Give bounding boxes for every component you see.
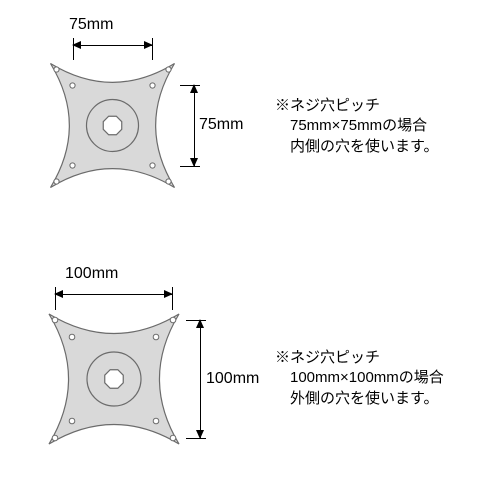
dim-v-tick2-top — [180, 166, 200, 167]
dim-h-tick2-bottom — [172, 287, 173, 310]
dim-v-tick1-top — [180, 85, 200, 86]
dim-h-tick2-top — [152, 38, 153, 60]
dim-v-tick1-bottom — [186, 320, 206, 321]
note-top-line2: 75mm×75mmの場合 — [275, 116, 439, 136]
dim-v-label-top: 75mm — [199, 116, 243, 134]
dim-h-line-top — [73, 45, 152, 46]
dim-h-label-bottom: 100mm — [65, 265, 118, 283]
dim-h-tick1-top — [73, 38, 74, 60]
dim-h-tick1-bottom — [55, 287, 56, 310]
dim-v-tick2-bottom — [186, 438, 206, 439]
note-top-line3: 内側の穴を使います。 — [275, 137, 439, 157]
note-bottom-line3: 外側の穴を使います。 — [275, 389, 444, 409]
dim-v-line-top — [194, 85, 195, 166]
dim-h-label-top: 75mm — [69, 16, 113, 34]
note-bottom-line2: 100mm×100mmの場合 — [275, 368, 444, 388]
note-top-line1: ※ネジ穴ピッチ — [275, 97, 380, 114]
diagram-canvas: 75mm 75mm ※ネジ穴ピッチ 75mm×75mmの場合 内側の穴を使います… — [0, 0, 500, 500]
dim-v-line-bottom — [200, 320, 201, 438]
vesa-plate-75 — [45, 58, 180, 193]
note-top: ※ネジ穴ピッチ 75mm×75mmの場合 内側の穴を使います。 — [275, 96, 439, 157]
dim-v-label-bottom: 100mm — [206, 370, 259, 388]
vesa-plate-100 — [42, 307, 186, 451]
note-bottom: ※ネジ穴ピッチ 100mm×100mmの場合 外側の穴を使います。 — [275, 348, 444, 409]
note-bottom-line1: ※ネジ穴ピッチ — [275, 349, 380, 366]
dim-h-line-bottom — [55, 294, 172, 295]
